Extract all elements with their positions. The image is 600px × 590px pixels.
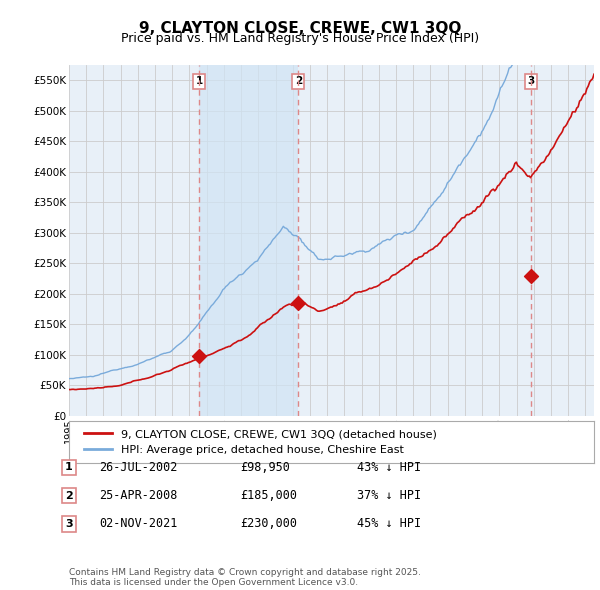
Point [194,351,204,360]
Text: 9, CLAYTON CLOSE, CREWE, CW1 3QQ: 9, CLAYTON CLOSE, CREWE, CW1 3QQ [139,21,461,35]
Text: £98,950: £98,950 [240,461,290,474]
Text: 2: 2 [65,491,73,500]
Text: 25-APR-2008: 25-APR-2008 [99,489,178,502]
Text: 1: 1 [65,463,73,472]
Bar [199,65,298,416]
Text: Price paid vs. HM Land Registry's House Price Index (HPI): Price paid vs. HM Land Registry's House … [121,32,479,45]
Point [526,271,536,280]
Text: 45% ↓ HPI: 45% ↓ HPI [357,517,421,530]
Legend: 9, CLAYTON CLOSE, CREWE, CW1 3QQ (detached house), HPI: Average price, detached : 9, CLAYTON CLOSE, CREWE, CW1 3QQ (detach… [80,425,441,459]
Text: £185,000: £185,000 [240,489,297,502]
Text: 3: 3 [527,76,535,86]
Text: 26-JUL-2002: 26-JUL-2002 [99,461,178,474]
Text: Contains HM Land Registry data © Crown copyright and database right 2025.
This d: Contains HM Land Registry data © Crown c… [69,568,421,587]
Text: 37% ↓ HPI: 37% ↓ HPI [357,489,421,502]
Text: 1: 1 [196,76,203,86]
Text: 3: 3 [65,519,73,529]
Text: 2: 2 [295,76,302,86]
Text: 02-NOV-2021: 02-NOV-2021 [99,517,178,530]
Text: 43% ↓ HPI: 43% ↓ HPI [357,461,421,474]
Text: £230,000: £230,000 [240,517,297,530]
Point [293,299,303,308]
